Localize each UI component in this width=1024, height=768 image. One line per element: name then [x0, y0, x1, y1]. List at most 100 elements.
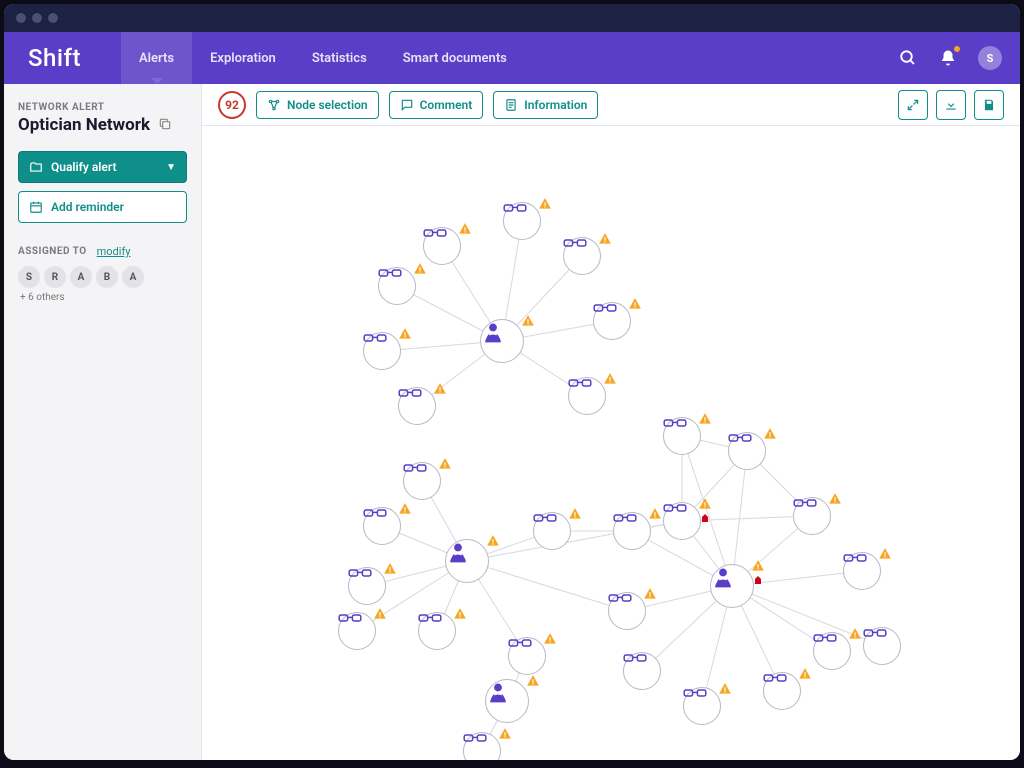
optician-node[interactable]	[683, 687, 721, 725]
optician-node[interactable]	[398, 387, 436, 425]
save-button[interactable]	[974, 90, 1004, 120]
person-node[interactable]	[445, 539, 489, 583]
warning-icon	[628, 297, 642, 311]
optician-node[interactable]	[793, 497, 831, 535]
assignee-others: + 6 others	[20, 292, 65, 303]
optician-node[interactable]	[503, 202, 541, 240]
nav-tab-smart-documents[interactable]: Smart documents	[385, 32, 525, 84]
warning-icon	[798, 667, 812, 681]
optician-node[interactable]	[338, 612, 376, 650]
warning-icon	[648, 507, 662, 521]
qualify-alert-label: Qualify alert	[51, 160, 117, 174]
traffic-light-dot	[32, 13, 42, 23]
assignee-row: SRABA+ 6 others	[18, 266, 187, 303]
optician-node[interactable]	[508, 637, 546, 675]
assigned-to-label: ASSIGNED TO	[18, 246, 87, 257]
brand-logo: Shift	[28, 44, 81, 72]
traffic-light-dot	[48, 13, 58, 23]
add-reminder-label: Add reminder	[51, 200, 124, 214]
warning-icon	[848, 627, 862, 641]
optician-node[interactable]	[813, 632, 851, 670]
node-selection-button[interactable]: Node selection	[256, 91, 379, 119]
network-graph[interactable]	[202, 126, 1020, 760]
optician-node[interactable]	[563, 237, 601, 275]
sidebar: NETWORK ALERT Optician Network Qualify a…	[4, 84, 202, 760]
alert-icon	[699, 512, 711, 524]
traffic-light-dot	[16, 13, 26, 23]
graph-toolbar: 92 Node selection Comment Information	[202, 84, 1020, 126]
optician-node[interactable]	[463, 732, 501, 760]
optician-node[interactable]	[348, 567, 386, 605]
comment-button[interactable]: Comment	[389, 91, 484, 119]
warning-icon	[828, 492, 842, 506]
optician-node[interactable]	[613, 512, 651, 550]
optician-node[interactable]	[533, 512, 571, 550]
person-node[interactable]	[710, 564, 754, 608]
copy-icon[interactable]	[158, 116, 172, 135]
user-avatar[interactable]: S	[978, 46, 1002, 70]
warning-icon	[718, 682, 732, 696]
node-count-badge: 92	[218, 91, 246, 119]
add-reminder-button[interactable]: Add reminder	[18, 191, 187, 223]
optician-node[interactable]	[593, 302, 631, 340]
expand-button[interactable]	[898, 90, 928, 120]
chevron-down-icon: ▼	[166, 162, 176, 173]
warning-icon	[486, 534, 500, 548]
information-button[interactable]: Information	[493, 91, 598, 119]
warning-icon	[521, 314, 535, 328]
optician-node[interactable]	[863, 627, 901, 665]
warning-icon	[438, 457, 452, 471]
search-icon[interactable]	[898, 48, 918, 68]
warning-icon	[373, 607, 387, 621]
warning-icon	[698, 412, 712, 426]
person-node[interactable]	[485, 679, 529, 723]
warning-icon	[526, 674, 540, 688]
alert-type-label: NETWORK ALERT	[18, 102, 187, 113]
nav-tabs: AlertsExplorationStatisticsSmart documen…	[121, 32, 525, 84]
optician-node[interactable]	[663, 417, 701, 455]
optician-node[interactable]	[423, 227, 461, 265]
bell-icon[interactable]	[938, 48, 958, 68]
nav-tab-statistics[interactable]: Statistics	[294, 32, 385, 84]
assignee-avatar[interactable]: A	[70, 266, 92, 288]
optician-node[interactable]	[608, 592, 646, 630]
warning-icon	[458, 222, 472, 236]
modify-link[interactable]: modify	[97, 245, 131, 258]
assignee-avatar[interactable]: A	[122, 266, 144, 288]
person-node[interactable]	[480, 319, 524, 363]
optician-node[interactable]	[363, 332, 401, 370]
optician-node[interactable]	[663, 502, 701, 540]
optician-node[interactable]	[403, 462, 441, 500]
warning-icon	[878, 547, 892, 561]
optician-node[interactable]	[763, 672, 801, 710]
optician-node[interactable]	[568, 377, 606, 415]
download-button[interactable]	[936, 90, 966, 120]
notification-dot	[954, 46, 960, 52]
assignee-avatar[interactable]: R	[44, 266, 66, 288]
optician-node[interactable]	[418, 612, 456, 650]
optician-node[interactable]	[363, 507, 401, 545]
warning-icon	[453, 607, 467, 621]
nav-tab-alerts[interactable]: Alerts	[121, 32, 192, 84]
optician-node[interactable]	[728, 432, 766, 470]
optician-node[interactable]	[843, 552, 881, 590]
alert-icon	[752, 574, 764, 586]
nav-tab-exploration[interactable]: Exploration	[192, 32, 294, 84]
optician-node[interactable]	[378, 267, 416, 305]
warning-icon	[643, 587, 657, 601]
information-label: Information	[524, 98, 587, 112]
warning-icon	[398, 502, 412, 516]
qualify-alert-button[interactable]: Qualify alert ▼	[18, 151, 187, 183]
node-selection-label: Node selection	[287, 98, 368, 112]
warning-icon	[413, 262, 427, 276]
warning-icon	[543, 632, 557, 646]
window-titlebar	[4, 4, 1020, 32]
comment-label: Comment	[420, 98, 473, 112]
warning-icon	[498, 727, 512, 741]
top-nav: Shift AlertsExplorationStatisticsSmart d…	[4, 32, 1020, 84]
warning-icon	[763, 427, 777, 441]
assignee-avatar[interactable]: S	[18, 266, 40, 288]
assignee-avatar[interactable]: B	[96, 266, 118, 288]
optician-node[interactable]	[623, 652, 661, 690]
warning-icon	[433, 382, 447, 396]
